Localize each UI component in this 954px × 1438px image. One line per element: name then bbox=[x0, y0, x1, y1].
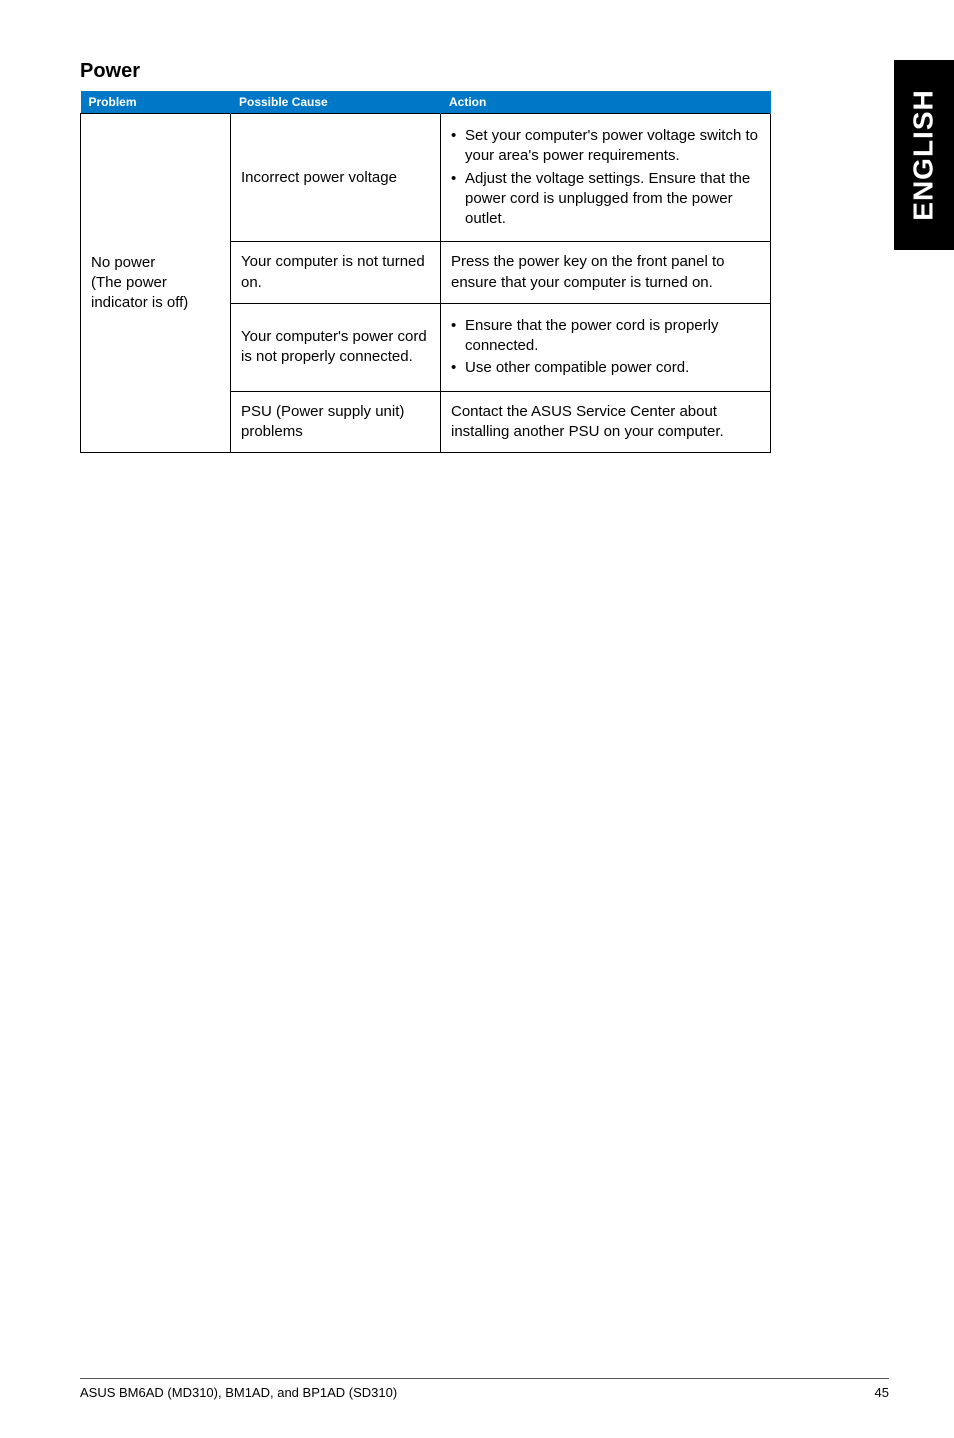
section-title: Power bbox=[80, 60, 874, 83]
problem-text: No power(The power indicator is off) bbox=[91, 254, 188, 312]
col-header-action: Action bbox=[441, 91, 771, 114]
table-header-row: Problem Possible Cause Action bbox=[81, 91, 771, 114]
action-item: Adjust the voltage settings. Ensure that… bbox=[451, 169, 760, 230]
action-list: Set your computer's power voltage switch… bbox=[451, 126, 760, 229]
col-header-problem: Problem bbox=[81, 91, 231, 114]
col-header-cause: Possible Cause bbox=[231, 91, 441, 114]
cause-cell: Your computer's power cord is not proper… bbox=[231, 303, 441, 391]
action-cell: Press the power key on the front panel t… bbox=[441, 242, 771, 304]
language-tab-label: ENGLISH bbox=[908, 89, 940, 220]
action-item: Set your computer's power voltage switch… bbox=[451, 126, 760, 167]
problem-cell: No power(The power indicator is off) bbox=[81, 114, 231, 453]
action-cell: Ensure that the power cord is properly c… bbox=[441, 303, 771, 391]
table-row: No power(The power indicator is off) Inc… bbox=[81, 114, 771, 242]
footer-page-number: 45 bbox=[875, 1385, 889, 1400]
language-tab: ENGLISH bbox=[894, 60, 954, 250]
page-footer: ASUS BM6AD (MD310), BM1AD, and BP1AD (SD… bbox=[80, 1378, 889, 1400]
cause-cell: Incorrect power voltage bbox=[231, 114, 441, 242]
action-item: Ensure that the power cord is properly c… bbox=[451, 316, 760, 357]
cause-cell: Your computer is not turned on. bbox=[231, 242, 441, 304]
action-list: Ensure that the power cord is properly c… bbox=[451, 316, 760, 379]
action-cell: Set your computer's power voltage switch… bbox=[441, 114, 771, 242]
main-content: Power Problem Possible Cause Action No p… bbox=[0, 0, 954, 453]
cause-cell: PSU (Power supply unit) problems bbox=[231, 391, 441, 453]
troubleshooting-table: Problem Possible Cause Action No power(T… bbox=[80, 91, 771, 453]
footer-left: ASUS BM6AD (MD310), BM1AD, and BP1AD (SD… bbox=[80, 1385, 397, 1400]
action-cell: Contact the ASUS Service Center about in… bbox=[441, 391, 771, 453]
action-item: Use other compatible power cord. bbox=[451, 358, 760, 378]
